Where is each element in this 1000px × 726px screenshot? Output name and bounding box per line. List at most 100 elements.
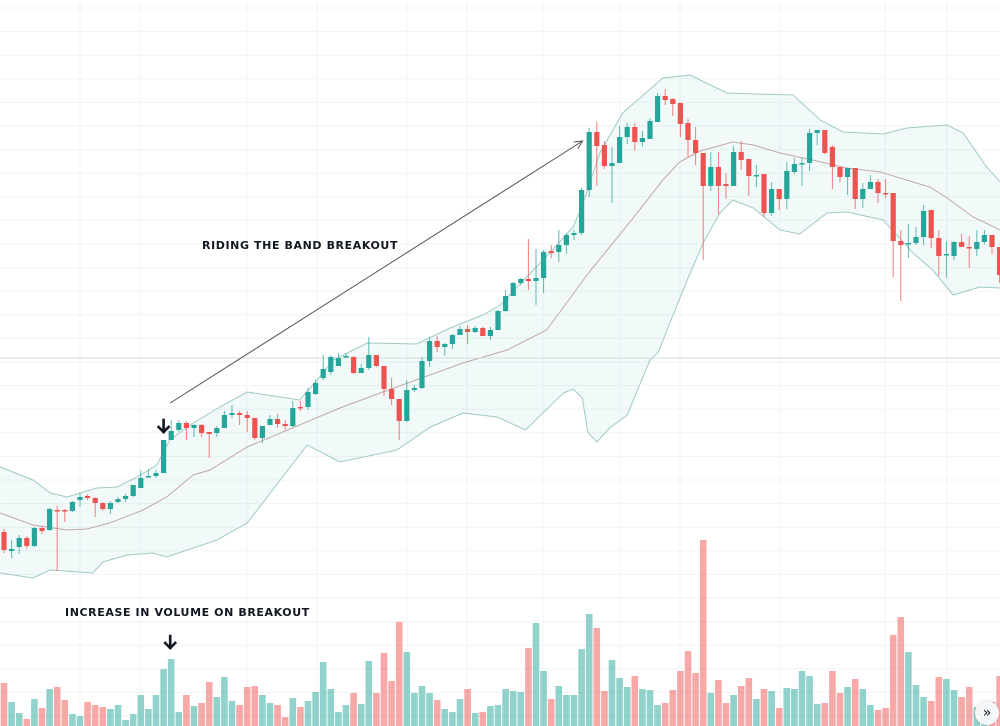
candle xyxy=(746,159,752,196)
candle-body xyxy=(518,279,524,283)
candle-body xyxy=(31,528,37,546)
volume-bar xyxy=(84,702,91,726)
volume-bar xyxy=(357,704,365,726)
candle xyxy=(168,420,174,440)
volume-bar xyxy=(487,706,494,726)
volume-bar xyxy=(525,648,532,726)
candle xyxy=(343,353,349,358)
volume-bar xyxy=(304,701,312,726)
volume-bar xyxy=(715,680,722,726)
candle-body xyxy=(92,498,98,503)
volume-bar xyxy=(768,691,775,726)
candle xyxy=(867,175,873,189)
volume-bar xyxy=(365,661,373,726)
candle xyxy=(16,535,22,554)
candle-body xyxy=(662,96,668,100)
candle-body xyxy=(586,132,592,190)
volume-bar xyxy=(882,708,889,726)
candle xyxy=(738,141,744,170)
candle xyxy=(259,426,265,443)
annotation-volume-label: INCREASE IN VOLUME ON BREAKOUT xyxy=(65,606,310,619)
candle-body xyxy=(229,413,235,415)
volume-bar xyxy=(707,693,715,726)
candle xyxy=(822,130,828,154)
volume-bar xyxy=(639,689,646,726)
candle xyxy=(883,179,889,198)
volume-bar xyxy=(8,702,15,726)
candle-body xyxy=(829,147,835,167)
volume-bar xyxy=(760,689,768,726)
candle xyxy=(518,278,524,285)
candle xyxy=(282,420,288,430)
candle xyxy=(807,129,813,171)
candle-body xyxy=(943,254,949,256)
volume-bar xyxy=(259,695,266,726)
volume-bar xyxy=(806,676,813,726)
scroll-to-latest-button[interactable]: » xyxy=(975,701,999,725)
candle-body xyxy=(860,189,866,199)
volume-bar xyxy=(722,703,730,726)
candle-body xyxy=(153,473,159,476)
volume-bar xyxy=(251,686,259,726)
candle-body xyxy=(199,425,205,433)
volume-bar xyxy=(23,719,31,726)
candle-body xyxy=(609,163,615,166)
volume-bar xyxy=(958,697,965,726)
candle xyxy=(594,122,600,186)
candle-body xyxy=(571,233,577,235)
candle xyxy=(237,411,243,425)
candle-body xyxy=(708,167,714,186)
candle-body xyxy=(343,356,349,358)
volume-bar xyxy=(570,695,578,726)
candle-body xyxy=(921,211,927,237)
volume-bar xyxy=(426,693,433,726)
volume-bar xyxy=(418,686,426,726)
candle-body xyxy=(54,510,60,512)
volume-bar xyxy=(122,720,129,726)
candle-body xyxy=(776,189,782,199)
candle-body xyxy=(115,499,121,502)
candle-body xyxy=(389,389,395,399)
candle-body xyxy=(297,407,303,409)
candle-body xyxy=(981,235,987,242)
volume-bar xyxy=(517,692,525,726)
candle xyxy=(647,118,653,139)
candle xyxy=(829,145,835,189)
candle xyxy=(351,356,357,374)
candle xyxy=(487,327,493,340)
candle-body xyxy=(883,193,889,195)
candle xyxy=(107,501,113,514)
candle-body xyxy=(746,159,752,176)
volume-bar xyxy=(699,540,707,726)
volume-bar xyxy=(829,671,836,726)
volume-bar xyxy=(669,690,677,726)
volume-bar xyxy=(213,697,221,726)
volume-bar xyxy=(342,705,350,726)
volume-bar xyxy=(137,695,145,726)
candle-body xyxy=(533,278,539,281)
candle-body xyxy=(655,96,661,122)
volume-bar xyxy=(920,697,927,726)
candle xyxy=(62,509,68,522)
volume-bar xyxy=(867,705,874,726)
candle-body xyxy=(624,127,630,137)
candle xyxy=(890,193,896,277)
candle-body xyxy=(335,358,341,366)
candle xyxy=(533,249,539,305)
candle xyxy=(525,239,531,290)
trend-arrow-head-icon xyxy=(573,140,584,149)
volume-bar xyxy=(654,705,661,726)
candle xyxy=(305,388,311,410)
volume-bar xyxy=(859,689,867,726)
volume-bar xyxy=(471,713,479,726)
candle xyxy=(199,424,205,437)
candle xyxy=(39,526,45,534)
volume-bar xyxy=(183,695,190,726)
volume-bar xyxy=(107,709,114,726)
candle xyxy=(503,290,509,312)
volume-bar xyxy=(243,687,251,726)
candle-body xyxy=(867,182,873,189)
candle-body xyxy=(77,497,83,500)
